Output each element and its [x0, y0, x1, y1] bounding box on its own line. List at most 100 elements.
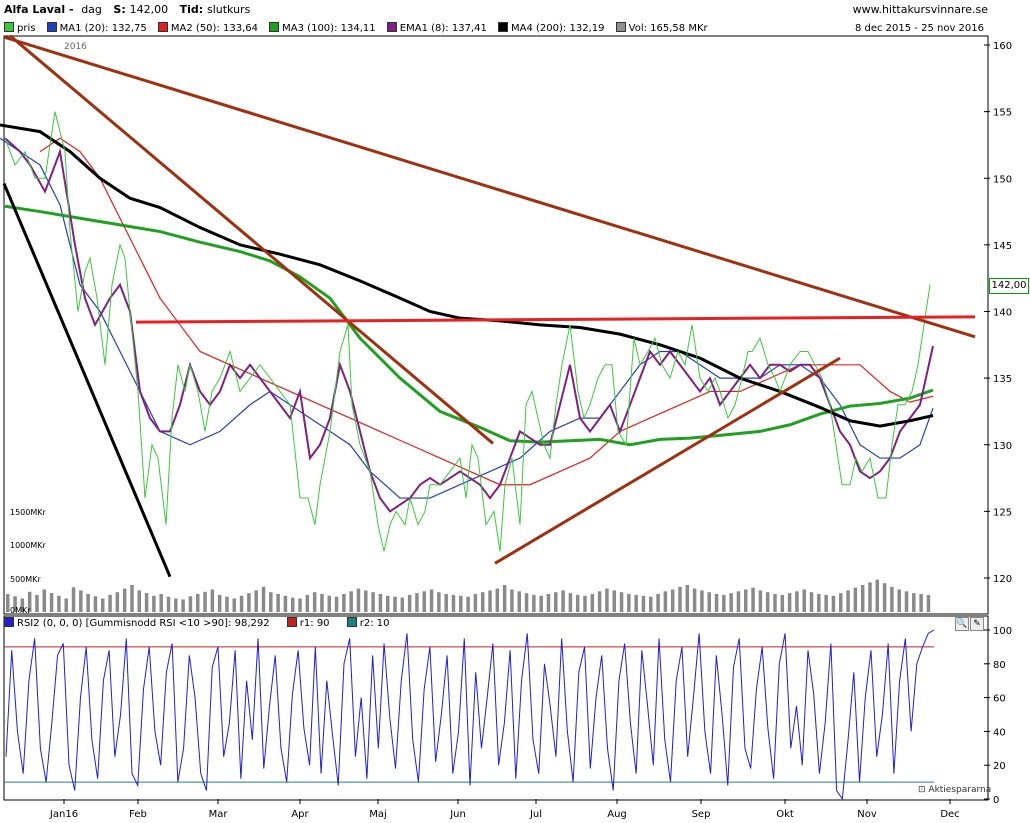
rsi-legend-r1[interactable]: r1: 90: [286, 617, 330, 631]
volume-bar: [86, 594, 90, 612]
x-tick-label: Jan16: [49, 809, 78, 820]
volume-bar: [839, 593, 843, 612]
volume-bar: [342, 594, 346, 612]
legend-swatch: [615, 22, 626, 32]
x-tick-label: Okt: [776, 809, 794, 820]
trendline: [494, 356, 841, 565]
volume-bar: [152, 595, 156, 612]
date-range: 8 dec 2015 - 25 nov 2016: [854, 23, 984, 34]
volume-bar: [407, 594, 412, 612]
zoom-icon[interactable]: 🔍: [955, 617, 969, 631]
price-panel-frame: [3, 35, 989, 615]
volume-bar: [722, 594, 726, 612]
volume-bar: [817, 594, 821, 612]
legend-item-ma3[interactable]: MA3 (100): 134,11: [269, 22, 376, 36]
volume-bar: [93, 596, 98, 612]
rsi-series-line: [5, 629, 935, 801]
volume-bar: [166, 596, 171, 612]
volume-bar: [831, 595, 836, 612]
rsi-legend-main[interactable]: RSI2 (0, 0, 0) [Gummisnodd RSI <10 >90]:…: [4, 617, 270, 631]
y-tick-label: 160: [993, 41, 1012, 52]
volume-bar: [115, 592, 120, 612]
volume-bar: [276, 594, 280, 612]
volume-bar: [181, 599, 185, 612]
volume-bar: [488, 590, 492, 612]
volume-bar: [736, 591, 741, 612]
volume-bar: [641, 595, 646, 612]
volume-bar: [64, 598, 68, 612]
legend-item-volume[interactable]: Vol: 165,58 MKr: [615, 22, 708, 36]
volume-bar: [451, 594, 456, 612]
volume-bar: [378, 594, 383, 612]
rsi-legend-r2[interactable]: r2: 10: [346, 617, 389, 631]
legend-label: Vol: 165,58 MKr: [628, 23, 708, 34]
legend-item-ema1[interactable]: EMA1 (8): 137,41: [386, 22, 487, 36]
volume-bar: [349, 591, 353, 612]
volume-bar: [532, 594, 536, 612]
x-tick-label: Jun: [449, 809, 466, 820]
legend-swatch: [4, 22, 14, 32]
volume-bar: [561, 590, 565, 612]
volume-bar: [283, 595, 288, 612]
volume-bar: [853, 587, 858, 612]
moving-averages: [0, 111, 934, 552]
volume-bar: [517, 591, 521, 612]
site-url[interactable]: www.hittakursvinnare.se: [852, 3, 988, 16]
volume-bar: [320, 594, 324, 612]
volume-bar: [473, 594, 478, 612]
rsi-axis: 0 20 40 60 80 100: [4, 626, 1012, 806]
volume-bar: [714, 594, 719, 612]
volume-bar: [108, 594, 112, 612]
rsi-legend: RSI2 (0, 0, 0) [Gummisnodd RSI <10 >90]:…: [4, 617, 403, 631]
volume-bar: [897, 589, 901, 612]
volume-bar: [137, 590, 142, 612]
legend-item-ma2[interactable]: MA2 (50): 133,64: [157, 22, 258, 36]
volume-bar: [678, 586, 682, 612]
y-tick-label: 155: [993, 108, 1012, 119]
volume-bar: [79, 590, 83, 612]
volume-bar: [868, 582, 872, 612]
legend-label: MA1 (20): 132,75: [59, 23, 147, 34]
volume-bar: [159, 594, 163, 612]
volume-bar: [780, 594, 785, 612]
x-tick-label: Apr: [291, 809, 309, 820]
year-label: 2016: [64, 42, 87, 52]
legend-label: MA4 (200): 132,19: [511, 23, 605, 34]
volume-bar: [393, 596, 397, 612]
s-label: S:: [113, 3, 126, 16]
volume-bar: [634, 594, 638, 612]
tid-label: Tid:: [179, 3, 204, 16]
volume-label: 1500MKr: [10, 508, 47, 517]
volume-bar: [459, 595, 463, 612]
y-tick-label: 120: [993, 574, 1012, 585]
rsi-tick-label: 40: [993, 727, 1006, 738]
volume-bar: [130, 585, 134, 612]
period-label: dag: [81, 3, 102, 16]
volume-bar: [700, 590, 704, 612]
volume-bar: [225, 596, 229, 612]
volume-bars: [6, 579, 931, 612]
rsi-tick-label: 100: [993, 626, 1012, 637]
volume-bar: [210, 589, 215, 612]
settings-icon[interactable]: ✎: [970, 617, 984, 631]
x-tick-label: Feb: [129, 809, 147, 820]
volume-bar: [254, 590, 258, 612]
volume-bar: [35, 594, 39, 612]
volume-bar: [239, 595, 244, 612]
chart-header: Alfa Laval - dag S: 142,00 Tid: slutkurs…: [0, 0, 1030, 20]
legend-item-ma4[interactable]: MA4 (200): 132,19: [498, 22, 604, 36]
volume-bar: [670, 589, 675, 612]
volume-bar: [305, 594, 310, 612]
rsi-tick-label: 20: [993, 761, 1006, 772]
legend-swatch: [498, 22, 509, 32]
volume-bar: [539, 595, 543, 612]
month-axis: Jan16 Feb Mar Apr Maj Jun Jul Aug Sep Okt Nov Dec: [49, 799, 960, 820]
legend-item-pris[interactable]: pris: [4, 22, 35, 36]
legend-swatch: [4, 617, 14, 627]
price-axis: 120 125 130 135 140 145 150 155 160: [984, 41, 1012, 585]
trendlines: [2, 34, 976, 578]
volume-bar: [568, 593, 573, 612]
legend-item-ma1[interactable]: MA1 (20): 132,75: [46, 22, 147, 36]
volume-bar: [247, 593, 251, 612]
